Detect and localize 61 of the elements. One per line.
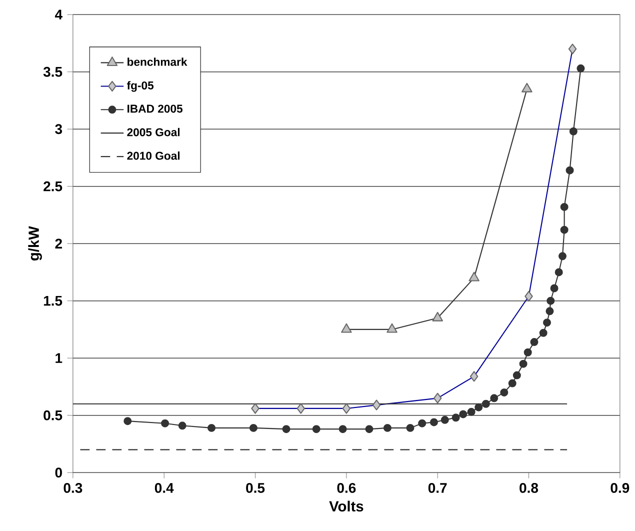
point [550, 284, 558, 292]
point [539, 328, 548, 337]
point [558, 252, 566, 260]
y-tick-label: 3 [55, 124, 62, 134]
point [500, 388, 508, 396]
point [546, 296, 555, 305]
point [383, 424, 392, 432]
point [312, 425, 320, 434]
point [512, 371, 521, 380]
point [560, 202, 568, 211]
legend-label: benchmark [128, 58, 188, 66]
point [124, 417, 132, 426]
x-tick-label: 0.7 [428, 483, 447, 493]
y-tick-label: 3.5 [43, 66, 62, 77]
point [519, 360, 528, 368]
point [178, 422, 186, 430]
legend-label: IBAD 2005 [128, 104, 182, 113]
point [338, 425, 347, 434]
point [406, 424, 414, 432]
point [459, 410, 468, 418]
point [467, 408, 476, 416]
point [282, 425, 290, 434]
legend-label: 2005 Goal [127, 128, 180, 136]
point [508, 379, 516, 388]
point [554, 268, 563, 276]
point [418, 419, 426, 428]
point [440, 416, 449, 424]
y-tick-label: 2.5 [44, 181, 62, 192]
point [430, 418, 438, 426]
y-tick-label: 2 [55, 238, 62, 248]
point [490, 394, 498, 402]
x-tick-label: 0.3 [64, 483, 82, 493]
point [161, 419, 170, 428]
point [542, 318, 552, 327]
y-tick-label: 0.5 [44, 410, 62, 420]
point [546, 307, 554, 316]
point [452, 414, 460, 422]
point [474, 403, 483, 412]
x-tick-label: 0.4 [154, 483, 174, 493]
point [365, 425, 374, 434]
y-tick-label: 0 [55, 468, 62, 478]
point [576, 64, 585, 72]
point [530, 338, 538, 346]
point [560, 226, 568, 234]
y-tick-label: 1.5 [44, 296, 62, 306]
point [566, 166, 574, 174]
x-tick-label: 0.6 [337, 483, 356, 493]
y-tick-label: 1 [56, 353, 62, 363]
y-axis-title: g/kW [28, 226, 42, 261]
x-tick-label: 0.8 [520, 483, 538, 493]
x-tick-label: 0.5 [246, 483, 265, 493]
point [524, 348, 532, 356]
x-axis-title: Volts [329, 500, 364, 512]
x-tick-label: 0.9 [610, 483, 630, 493]
legend-label: fg-05 [126, 81, 154, 92]
point [249, 424, 258, 432]
point [482, 400, 490, 408]
point [208, 424, 216, 432]
legend-label: 2010 Goal [127, 151, 180, 160]
point [569, 127, 578, 136]
y-tick-label: 4 [54, 10, 62, 20]
